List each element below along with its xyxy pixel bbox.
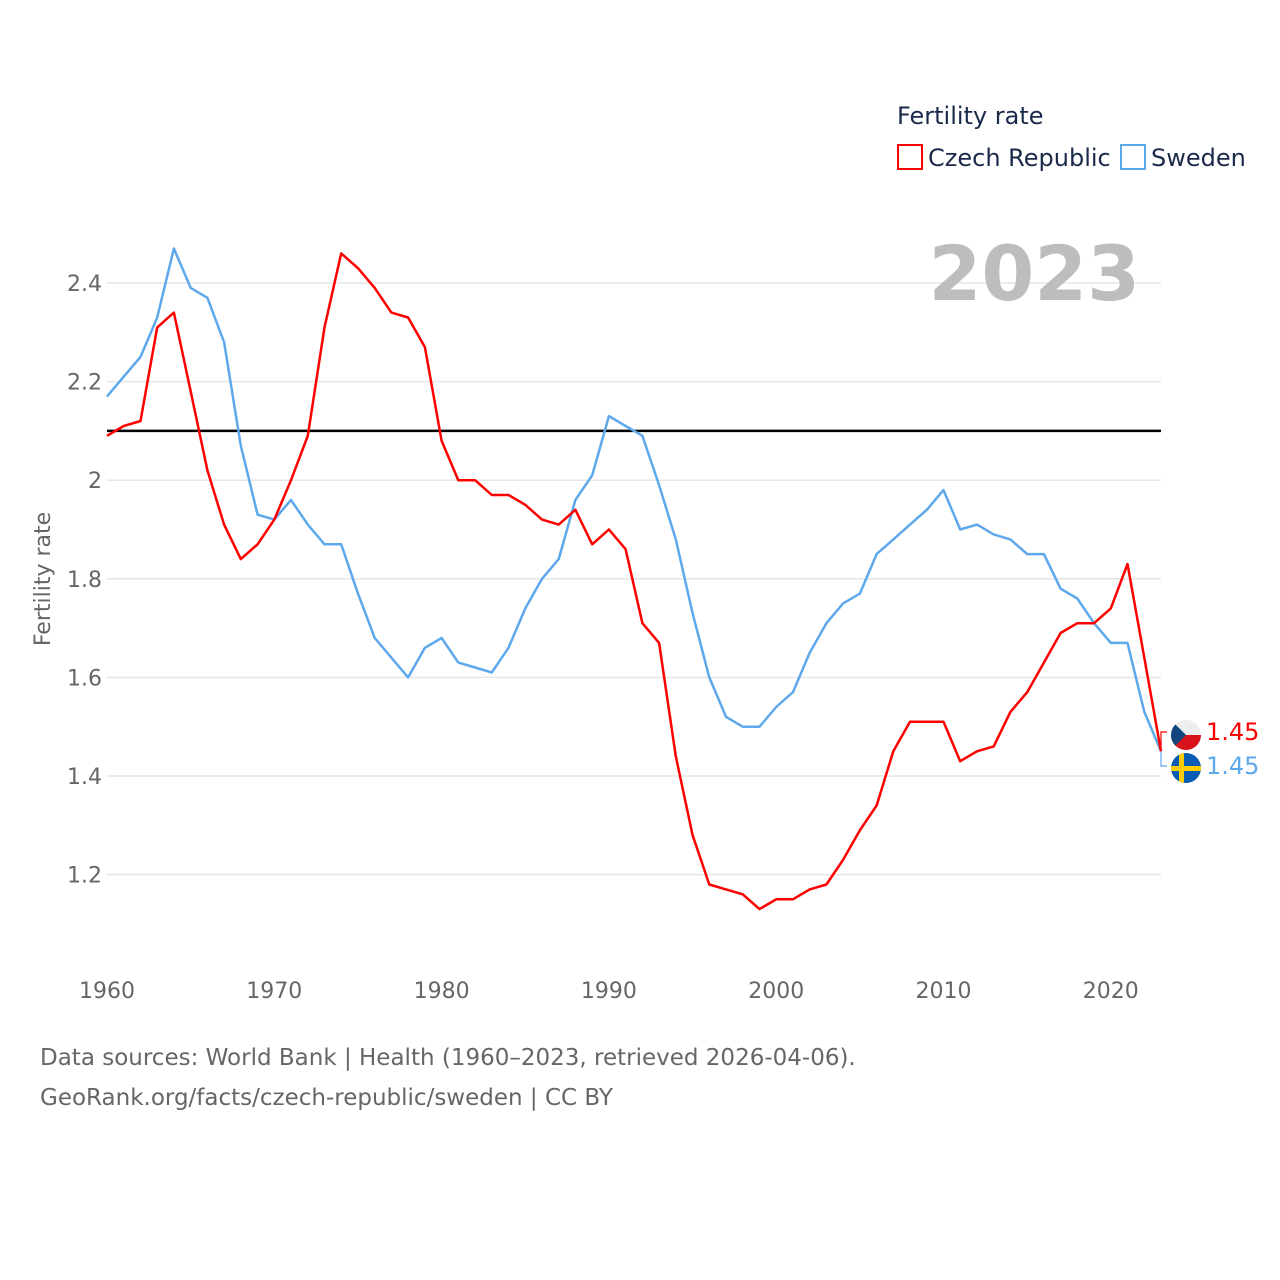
x-tick-label: 1990 [581,979,637,1004]
end-connector [1160,751,1167,767]
x-tick-label: 2000 [748,979,804,1004]
x-tick-label: 2020 [1083,979,1139,1004]
legend-swatch-czech[interactable] [897,144,923,170]
gridlines [107,282,1161,876]
x-axis-ticks: 1960 1970 1980 1990 2000 2010 2020 [79,979,1139,1004]
y-tick-label: 2 [88,469,102,494]
y-tick-label: 1.4 [67,765,102,790]
end-value-label: 1.45 [1206,718,1259,746]
y-tick-label: 2.2 [67,371,102,396]
legend-label-czech[interactable]: Czech Republic [928,144,1111,172]
legend-title: Fertility rate [897,102,1044,130]
sweden-flag-icon [1171,753,1201,783]
legend-label-sweden[interactable]: Sweden [1151,144,1246,172]
czech-flag-icon [1171,720,1201,750]
end-labels: 1.45 1.45 [1160,718,1259,780]
y-tick-label: 1.6 [67,666,102,691]
y-tick-label: 1.2 [67,864,102,889]
end-value-label: 1.45 [1206,752,1259,780]
series-line-czech-republic [106,252,1163,911]
series-line-sweden [106,247,1163,752]
footer-source: Data sources: World Bank | Health (1960–… [40,1045,856,1071]
line-chart: 1.2 1.4 1.6 1.8 2 2.2 2.4 1960 1970 1980 1990 2000… [31,102,1259,1004]
x-tick-label: 1970 [246,979,302,1004]
y-axis-label: Fertility rate [31,512,56,646]
y-axis-ticks: 1.2 1.4 1.6 1.8 2 2.2 2.4 [67,272,102,889]
series-lines [106,247,1163,911]
x-tick-label: 2010 [916,979,972,1004]
year-label: 2023 [928,229,1140,318]
footer-link[interactable]: GeoRank.org/facts/czech-republic/sweden … [40,1085,613,1111]
x-tick-label: 1980 [414,979,470,1004]
y-tick-label: 1.8 [67,568,102,593]
end-connector [1160,731,1167,752]
x-tick-label: 1960 [79,979,135,1004]
legend-swatch-sweden[interactable] [1120,144,1146,170]
legend[interactable]: Fertility rate Czech Republic Sweden [897,102,1246,172]
y-tick-label: 2.4 [67,272,102,297]
